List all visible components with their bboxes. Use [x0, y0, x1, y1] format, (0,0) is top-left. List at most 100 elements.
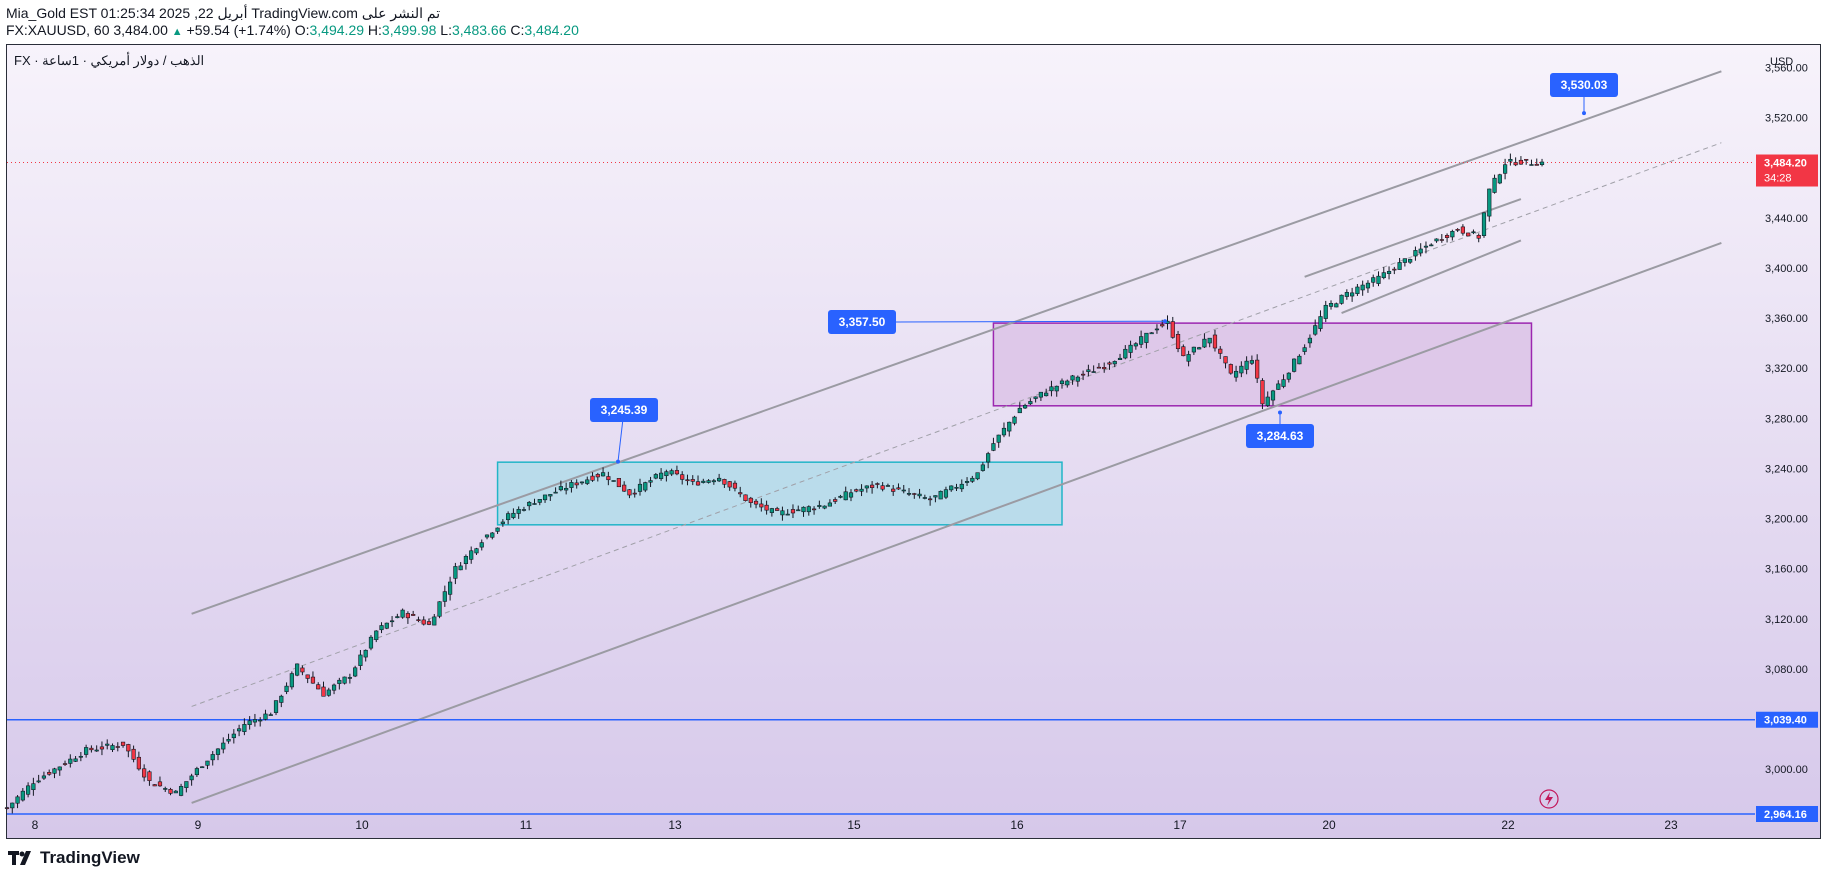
candle-body [1012, 416, 1017, 424]
candle-body [970, 477, 975, 482]
x-tick-label: 10 [355, 818, 369, 832]
candle-body [1117, 357, 1123, 360]
candle-body [1334, 303, 1339, 308]
y-tick-label: 3,360.00 [1765, 313, 1808, 325]
candle-body [1492, 177, 1497, 193]
y-tick-label: 3,280.00 [1765, 413, 1808, 425]
candle-body [1044, 392, 1049, 397]
candle-body [1365, 282, 1371, 289]
lightning-icon-bolt [1545, 792, 1553, 806]
candle-body [157, 781, 163, 787]
candle-body [384, 622, 389, 629]
candle-body [305, 674, 310, 679]
candle-body [664, 471, 669, 477]
candle-body [1075, 376, 1080, 382]
candle-body [1460, 226, 1465, 234]
candle-body [1054, 385, 1059, 392]
y-tick-label: 3,320.00 [1765, 363, 1808, 375]
candle-body [1355, 286, 1360, 294]
candle-body [194, 768, 200, 776]
candle-body [321, 686, 326, 697]
candle-body [1239, 365, 1244, 374]
candle-body [115, 746, 120, 748]
callout-label: 3,530.03 [1561, 78, 1608, 92]
candle-body [643, 482, 648, 491]
candle-body [875, 483, 880, 485]
candle-body [928, 498, 933, 501]
candle-body [453, 566, 458, 579]
close-value: 3,484.20 [524, 22, 579, 38]
x-tick-label: 13 [668, 818, 682, 832]
lightning-icon [1539, 789, 1559, 809]
candle-body [1508, 158, 1513, 162]
high-value: 3,499.98 [381, 22, 437, 38]
candle-body [1323, 304, 1328, 319]
candle-body [606, 476, 611, 481]
candle-body [569, 482, 574, 488]
open-value: 3,494.29 [309, 22, 365, 38]
candle-body [637, 483, 643, 492]
candle-body [611, 480, 616, 482]
candle-body [553, 491, 558, 494]
last-price: 3,484.00 [113, 22, 168, 38]
candle-body [268, 714, 273, 716]
channel-line-2 [191, 142, 1722, 707]
candle-body [564, 487, 569, 491]
price-callout: 3,245.39 [590, 398, 658, 464]
candle-body [738, 492, 743, 495]
candle-body [289, 673, 294, 688]
candle-body [463, 556, 469, 565]
candle-body [1128, 344, 1133, 353]
candle-body [827, 502, 832, 507]
candle-body [300, 667, 305, 673]
candle-body [833, 499, 838, 502]
candle-body [1022, 405, 1028, 409]
candle-body [1292, 358, 1297, 372]
symbol-label: FX:XAUUSD, 60 [6, 22, 110, 38]
ohlc-legend: FX:XAUUSD, 60 3,484.00 ▲ +59.54 (+1.74%)… [6, 22, 579, 38]
candle-body [901, 489, 906, 492]
candle-body [806, 506, 811, 513]
candle-body [136, 756, 141, 770]
level-tag [1756, 805, 1818, 822]
candle-body [595, 474, 600, 478]
candle-body [1471, 231, 1476, 234]
callout-anchor [1163, 319, 1167, 324]
candle-body [1218, 348, 1223, 354]
candle-body [1175, 333, 1181, 350]
candle-body [1212, 334, 1218, 349]
candle-body [1339, 294, 1344, 304]
candle-body [1539, 161, 1545, 166]
candle-body [247, 720, 252, 725]
candle-body [353, 667, 358, 677]
candle-body [1149, 332, 1154, 335]
candle-body [168, 788, 173, 794]
candle-body [1255, 359, 1260, 379]
candle-body [25, 785, 31, 795]
candle-body [680, 474, 685, 480]
candle-body [780, 510, 785, 516]
candle-body [226, 738, 231, 742]
candle-body [1392, 268, 1397, 271]
candle-body [500, 521, 505, 524]
candle-body [432, 616, 437, 626]
candle-body [84, 747, 89, 755]
candle-body [1059, 380, 1065, 385]
candle-body [1249, 360, 1254, 364]
candle-body [748, 497, 753, 503]
candle-body [279, 695, 284, 703]
bar-countdown: 34:28 [1764, 173, 1792, 185]
candle-body [869, 484, 875, 488]
candle-body [1386, 270, 1392, 274]
candle-body [1376, 275, 1381, 284]
candle-body [891, 488, 896, 492]
candle-body [722, 479, 727, 485]
candle-body [1123, 348, 1128, 359]
candle-body [458, 565, 463, 571]
candle-body [1181, 346, 1186, 357]
channel-line-0 [191, 70, 1722, 615]
x-tick-label: 23 [1664, 818, 1678, 832]
candle-body [548, 494, 553, 497]
candle-body [242, 724, 247, 732]
